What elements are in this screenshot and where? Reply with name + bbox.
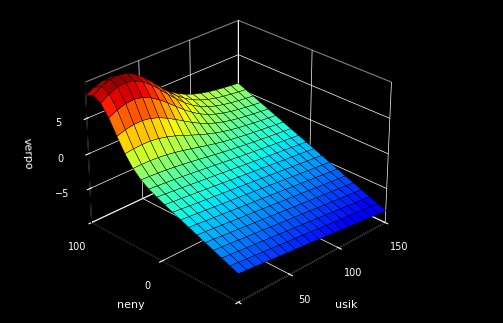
Y-axis label: neny: neny xyxy=(117,300,144,310)
X-axis label: usik: usik xyxy=(335,300,357,310)
